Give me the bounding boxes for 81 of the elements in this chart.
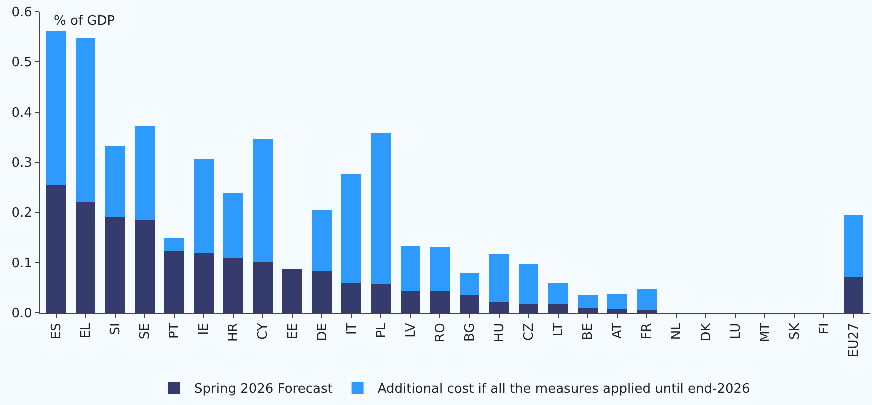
bar [844, 215, 864, 277]
x-tick-label: DK [699, 322, 714, 342]
bar [164, 238, 184, 252]
bar [460, 295, 480, 313]
bar [164, 251, 184, 313]
bar [312, 271, 332, 313]
bar [371, 284, 392, 313]
bar [224, 194, 244, 258]
x-tick-label: CZ [522, 323, 538, 342]
x-tick-label: PL [374, 322, 390, 338]
bar [224, 258, 244, 313]
bar [548, 282, 568, 304]
bar [342, 282, 362, 313]
x-tick-label: ES [49, 323, 64, 340]
x-tick-label: EL [79, 322, 94, 339]
bar [608, 308, 628, 313]
x-tick-label: FR [640, 323, 656, 340]
x-tick-label: RO [433, 323, 448, 342]
x-tick-label: MT [758, 323, 774, 342]
bar [312, 210, 332, 272]
bar [578, 295, 598, 308]
bar [400, 246, 421, 292]
y-axis-title: % of GDP [54, 14, 116, 29]
x-tick-label: LU [728, 323, 744, 340]
bar [430, 247, 450, 292]
bar [844, 276, 864, 313]
bar [46, 185, 66, 313]
x-tick-label: SE [138, 323, 154, 340]
bar [105, 218, 126, 313]
bar [134, 126, 155, 220]
bar [342, 174, 362, 283]
bar [194, 158, 214, 253]
x-tick-label: EE [286, 323, 301, 340]
legend-label: Additional cost if all the measures applied until end-2026 [378, 382, 750, 398]
x-tick-label: SK [788, 322, 803, 340]
y-tick-label: 0.2 [12, 206, 32, 222]
bar [548, 304, 568, 313]
y-tick-label: 0.0 [12, 306, 32, 322]
bar [253, 138, 273, 262]
x-tick-label: IT [344, 323, 360, 335]
x-tick-label: SI [108, 323, 124, 336]
bar [489, 302, 510, 313]
bar [105, 146, 126, 218]
y-tick-label: 0.5 [12, 56, 32, 71]
x-tick-label: PT [168, 323, 183, 339]
bar [637, 310, 657, 313]
bar [134, 220, 155, 313]
x-tick-label: LV [404, 323, 419, 338]
x-tick-label: LT [552, 323, 567, 337]
bar [460, 273, 480, 296]
bar [76, 38, 96, 203]
x-tick-label: HU [492, 323, 508, 342]
x-tick-label: BE [581, 323, 596, 340]
x-tick-label: BG [462, 323, 478, 342]
bar [578, 308, 598, 313]
x-tick-label: IE [197, 323, 212, 336]
bar [637, 288, 657, 310]
x-tick-label: AT [610, 323, 626, 340]
y-tick-label: 0.4 [12, 106, 32, 121]
bar [76, 202, 96, 313]
y-tick-label: 0.1 [12, 256, 32, 272]
bar [518, 304, 539, 313]
bar [518, 264, 539, 304]
legend-label: Spring 2026 Forecast [194, 382, 333, 398]
bar [489, 254, 510, 302]
bar [430, 291, 450, 313]
x-tick-label: FI [817, 323, 832, 335]
bar [253, 262, 273, 313]
y-tick-label: 0.6 [12, 6, 32, 21]
x-tick-label: EU27 [846, 323, 862, 358]
x-tick-label: NL [670, 322, 685, 340]
y-tick-label: 0.3 [12, 156, 32, 172]
bar [194, 252, 214, 313]
x-tick-label: DE [315, 323, 330, 342]
bar [400, 291, 421, 313]
bar [371, 132, 392, 284]
x-tick-label: HR [226, 323, 242, 342]
bar [282, 269, 302, 313]
bar [608, 294, 628, 309]
x-tick-label: CY [256, 323, 272, 340]
bar [46, 31, 66, 186]
